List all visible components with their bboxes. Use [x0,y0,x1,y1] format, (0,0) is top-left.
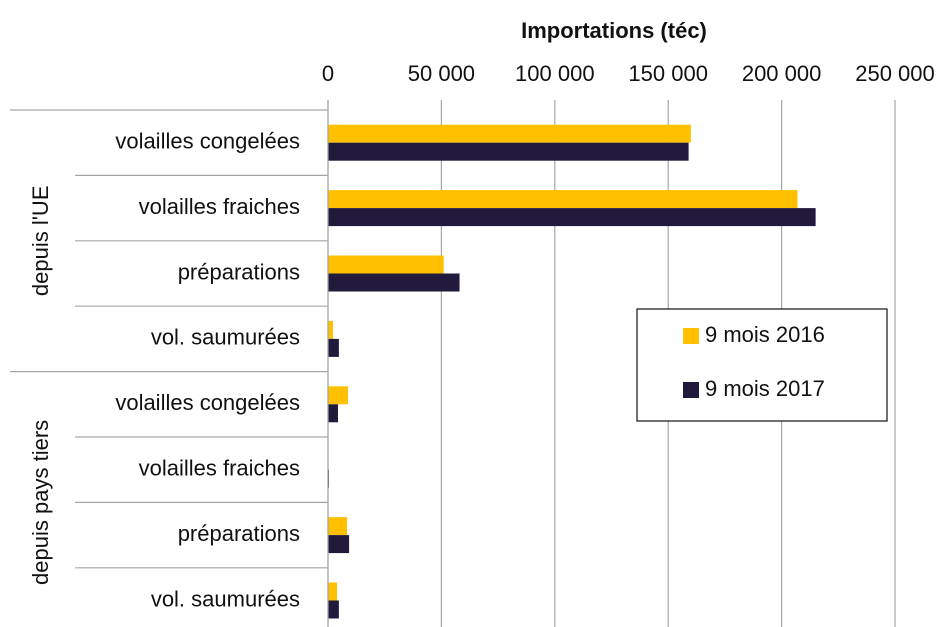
y-tick-label: préparations [178,259,300,284]
legend-swatch [683,328,699,344]
group-label: depuis l'UE [28,186,53,297]
bar [328,142,689,161]
chart-title: Importations (téc) [521,18,707,43]
bar [328,338,339,357]
x-tick-label: 100 000 [515,61,595,86]
y-tick-label: volailles fraiches [139,194,300,219]
y-tick-label: volailles congelées [115,390,300,415]
legend-label: 9 mois 2016 [705,322,825,347]
x-tick-label: 250 000 [855,61,935,86]
bar [328,124,691,143]
bar [328,386,348,405]
x-tick-label: 50 000 [408,61,475,86]
legend: 9 mois 2016 9 mois 2017 [636,308,888,422]
y-tick-label: volailles congelées [115,129,300,154]
bar [328,190,798,209]
bar [328,517,348,536]
bar [328,273,460,292]
y-tick-label: préparations [178,521,300,546]
legend-box [636,308,888,422]
bar [328,208,816,227]
x-tick-label: 150 000 [628,61,708,86]
bar [328,600,339,619]
legend-swatch [683,382,699,398]
bar [328,404,338,423]
x-tick-label: 200 000 [742,61,822,86]
y-tick-label: vol. saumurées [151,586,300,611]
y-tick-label: volailles fraiches [139,456,300,481]
bar [328,320,333,339]
bar [328,535,350,554]
bar [328,582,338,601]
group-label: depuis pays tiers [28,420,53,585]
x-tick-label: 0 [322,61,334,86]
bar [328,255,444,274]
legend-label: 9 mois 2017 [705,376,825,401]
y-tick-label: vol. saumurées [151,325,300,350]
